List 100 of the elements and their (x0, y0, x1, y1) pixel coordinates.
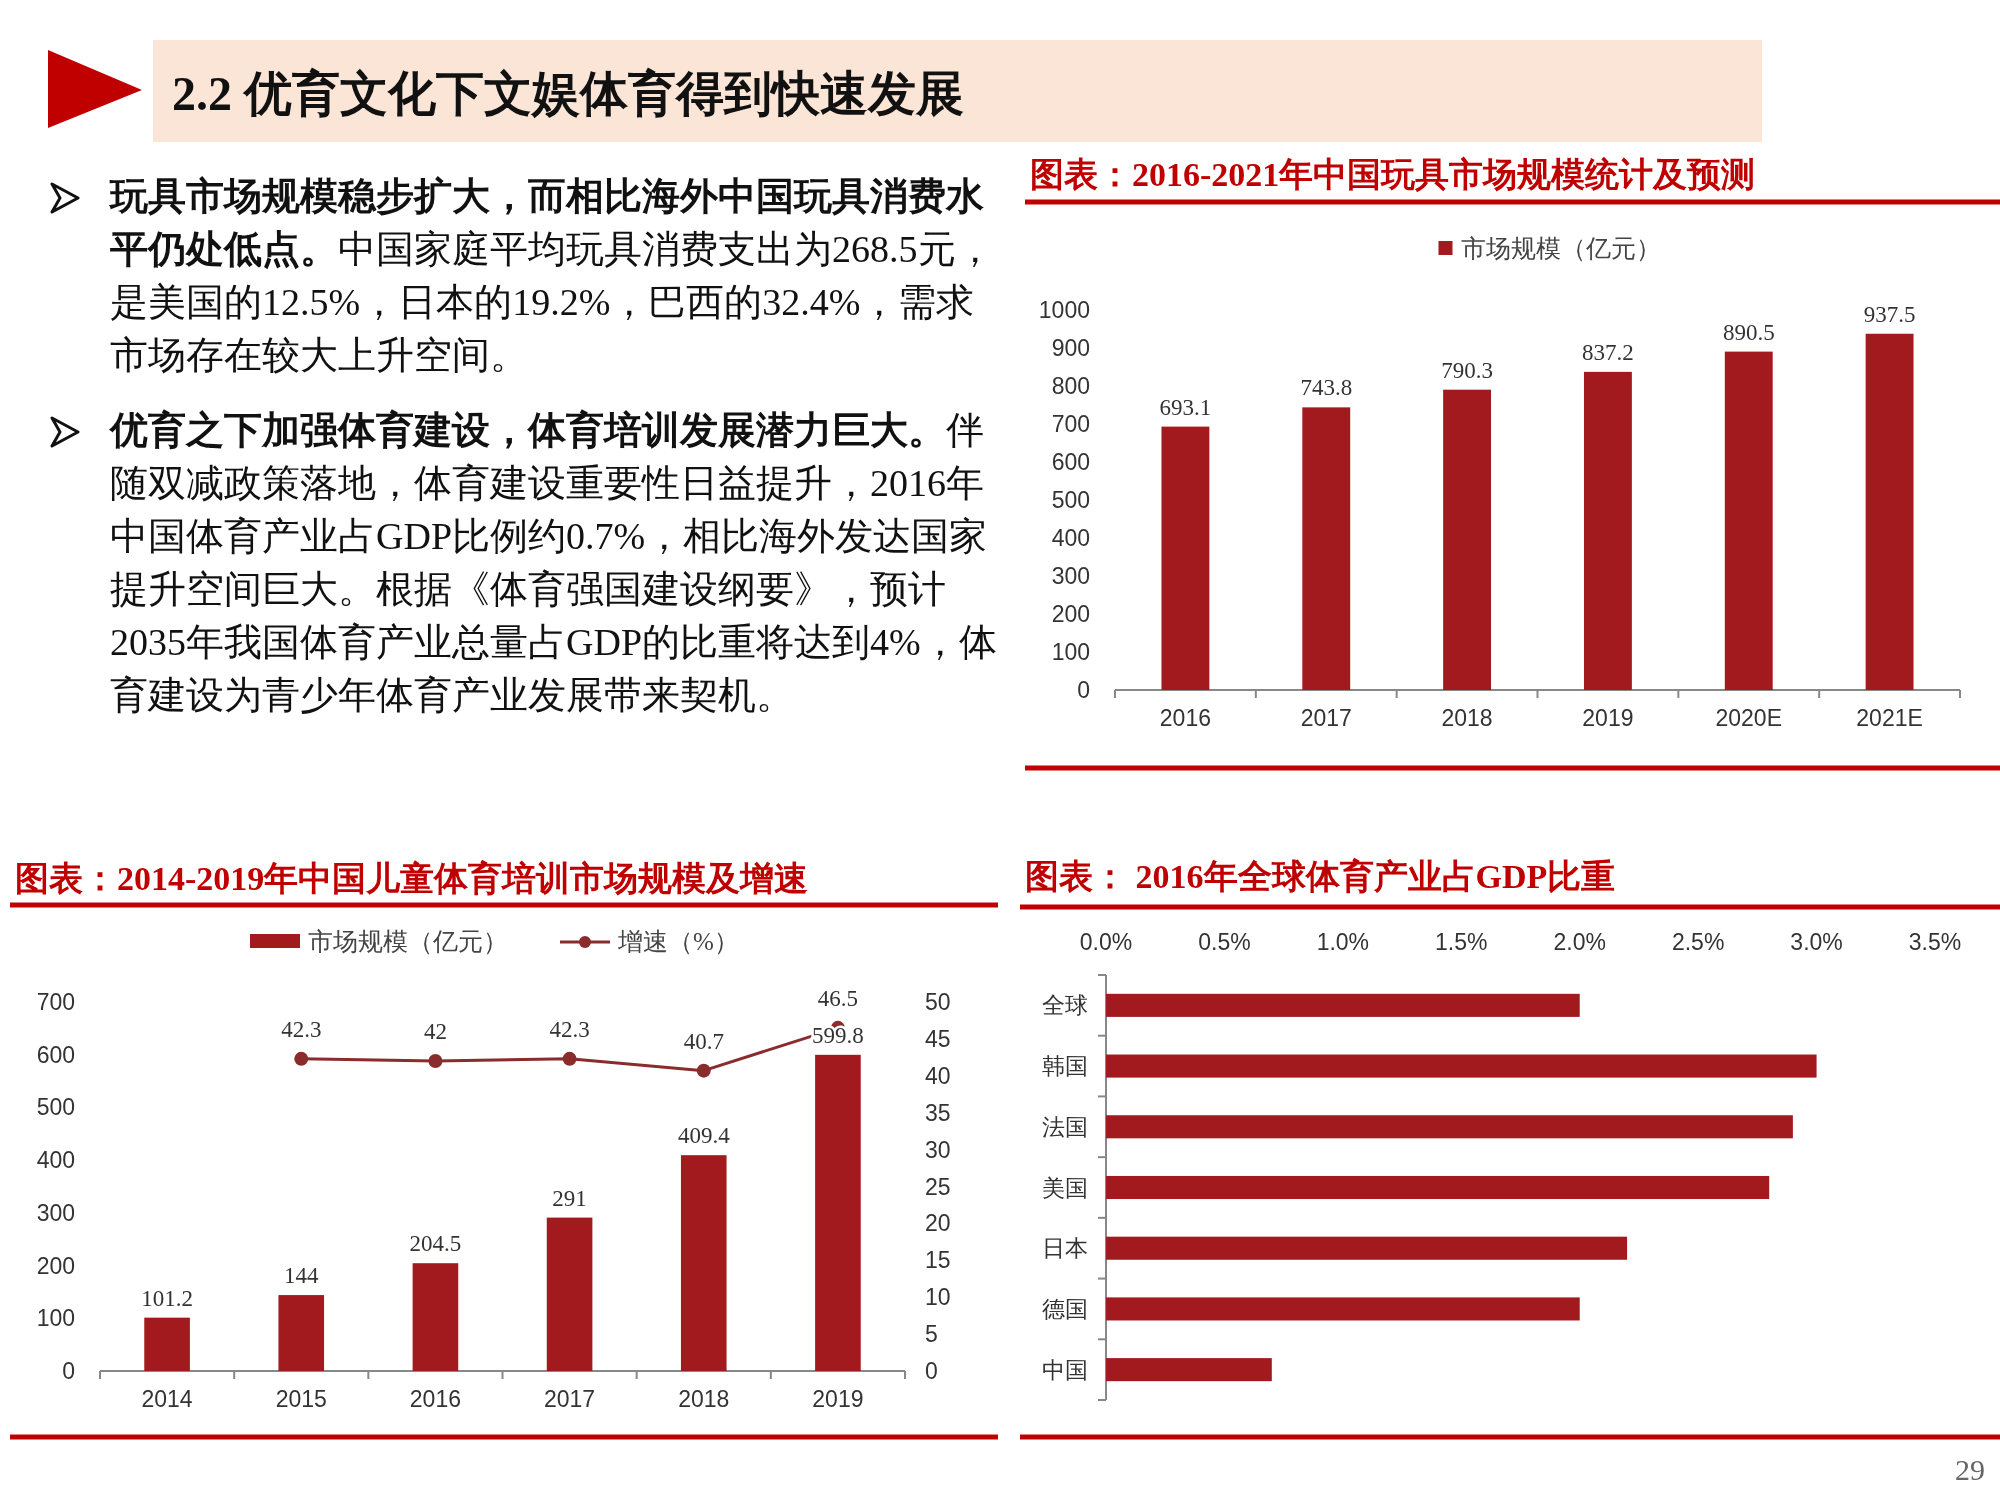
text: 29 (1955, 1453, 1985, 1486)
data-label: 101.2 (141, 1285, 193, 1311)
y-tick-label: 100 (1051, 639, 1090, 665)
text: 玩具市场规模稳步扩大，而相比海外中国玩具消费水平仍处低点。中国家庭平均玩具消费支出为268.5元，是美国的12.5%，日本的19.2%，巴西的32.4%，需求市场存在较大上升空间。 (108, 174, 995, 378)
x-tick-label: 3.5% (1908, 929, 1962, 955)
data-label: 204.5 (409, 1231, 462, 1257)
y-tick-label: 法国 (1042, 1113, 1088, 1140)
data-label: 937.5 (1863, 301, 1916, 327)
x-tick-label: 2015 (275, 1386, 327, 1412)
text: 优育之下加强体育建设，体育培训发展潜力巨大。伴随双减政策落地，体育建设重要性日益提升，2016年中国体育产业占GDP比例约0.7%，相比海外发达国家提升空间巨大。根据《体育强国建设纲要》，预计2035年我国体育产业总量占GDP的比重将达到4%，体育建设为青少年体育产业发展带来契机。 (108, 408, 998, 718)
y-tick-label: 200 (36, 1252, 75, 1279)
bar (1161, 426, 1210, 690)
y-tick-label: 700 (36, 989, 75, 1015)
y-tick-label: 0 (1077, 677, 1090, 703)
x-tick-label: 2.0% (1553, 929, 1606, 955)
chart-title: 图表：2014-2019年中国儿童体育培训市场规模及增速 (15, 859, 809, 897)
y-tick-label: 400 (1051, 525, 1090, 551)
x-tick-label: 0.5% (1198, 929, 1251, 955)
x-tick-label: 2018 (678, 1386, 730, 1412)
text: 2.2 优育文化下文娱体育得到快速发展 (172, 67, 964, 120)
data-label: 42.3 (281, 1016, 322, 1042)
bar (1106, 993, 1580, 1017)
bar (815, 1054, 861, 1371)
data-label: 743.8 (1300, 375, 1353, 401)
y-tick-label: 1000 (1038, 297, 1090, 323)
x-tick-label: 2016 (409, 1386, 461, 1412)
x-tick-label: 0.0% (1079, 929, 1133, 955)
x-tick-label: 2017 (1300, 705, 1352, 731)
bar (1106, 1236, 1628, 1260)
bar (1865, 333, 1914, 690)
y-tick-label: 300 (1051, 563, 1090, 589)
y2-tick-label: 35 (925, 1099, 951, 1126)
x-tick-label: 1.5% (1435, 929, 1488, 955)
bar (144, 1317, 190, 1371)
bar (1106, 1297, 1580, 1321)
y2-tick-label: 50 (925, 989, 951, 1015)
x-tick-label: 2018 (1441, 705, 1493, 731)
y-tick-label: 韩国 (1042, 1053, 1088, 1080)
y2-tick-label: 5 (925, 1321, 938, 1348)
bar (1106, 1175, 1770, 1200)
bar (1106, 1358, 1272, 1382)
y-tick-label: 200 (1051, 601, 1090, 627)
y-tick-label: 500 (36, 1094, 75, 1121)
point (294, 1051, 309, 1066)
y-tick-label: 900 (1051, 335, 1090, 361)
y-tick-label: 100 (36, 1305, 75, 1332)
y-tick-label: 300 (36, 1199, 75, 1226)
y2-tick-label: 20 (925, 1210, 951, 1237)
bar (680, 1155, 727, 1371)
y2-tick-label: 10 (925, 1284, 951, 1311)
legend-label: 增速（%） (617, 928, 739, 955)
data-label: 837.2 (1582, 339, 1634, 365)
point (562, 1051, 577, 1066)
data-label: 790.3 (1441, 357, 1493, 383)
chart-title: 图表：2016-2021年中国玩具市场规模统计及预测 (1030, 156, 1756, 193)
y-tick-label: 700 (1051, 411, 1090, 437)
x-tick-label: 2.5% (1671, 929, 1725, 955)
bar (1106, 1115, 1793, 1139)
y-tick-label: 400 (36, 1147, 75, 1174)
y2-tick-label: 25 (925, 1173, 951, 1200)
x-tick-label: 2016 (1159, 705, 1211, 731)
data-label: 144 (284, 1263, 319, 1289)
chart-title: 图表： 2016年全球体育产业占GDP比重 (1025, 857, 1616, 895)
legend-label: 市场规模（亿元） (1460, 235, 1661, 262)
x-tick-label: 2019 (1582, 705, 1634, 731)
bar (546, 1217, 593, 1371)
data-label: 890.5 (1722, 319, 1775, 345)
y-tick-label: 全球 (1042, 992, 1088, 1019)
y-tick-label: 美国 (1042, 1174, 1088, 1201)
y2-tick-label: 15 (925, 1247, 951, 1274)
bar (1583, 371, 1632, 690)
y2-tick-label: 30 (925, 1136, 951, 1163)
data-label: 409.4 (677, 1123, 731, 1149)
y-tick-label: 800 (1051, 373, 1090, 399)
legend-label: 市场规模（亿元） (308, 928, 508, 955)
data-label: 40.7 (683, 1028, 724, 1054)
point (696, 1063, 711, 1078)
data-label: 42.3 (549, 1016, 590, 1042)
x-tick-label: 2019 (812, 1386, 864, 1412)
x-tick-label: 1.0% (1316, 929, 1370, 955)
y-tick-label: 600 (36, 1041, 75, 1068)
data-label: 42 (423, 1019, 447, 1045)
y-tick-label: 中国 (1042, 1356, 1088, 1383)
y-tick-label: 500 (1051, 487, 1090, 513)
x-tick-label: 2021E (1856, 705, 1923, 731)
bar (1302, 407, 1351, 690)
bar (1106, 1054, 1817, 1078)
y-tick-label: 日本 (1042, 1235, 1088, 1262)
y-tick-label: 0 (62, 1358, 75, 1384)
data-label: 291 (552, 1185, 587, 1211)
y-tick-label: 德国 (1042, 1295, 1088, 1322)
x-tick-label: 3.0% (1790, 929, 1843, 955)
y2-tick-label: 0 (925, 1358, 938, 1384)
x-tick-label: 2014 (141, 1386, 193, 1412)
point (428, 1054, 443, 1069)
bar (278, 1295, 325, 1371)
data-label: 693.1 (1159, 394, 1212, 420)
x-tick-label: 2017 (544, 1386, 596, 1412)
y2-tick-label: 40 (925, 1062, 951, 1089)
data-label: 46.5 (817, 985, 859, 1011)
